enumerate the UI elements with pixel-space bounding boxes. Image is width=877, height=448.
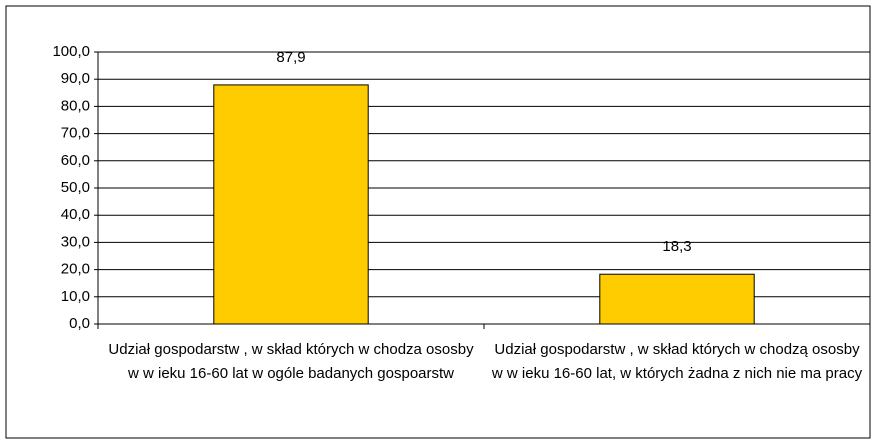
y-tick-label: 40,0 bbox=[61, 206, 90, 223]
chart-border bbox=[5, 5, 871, 439]
x-tick-label: Udział gospodarstw , w skład których w c… bbox=[108, 341, 474, 382]
y-tick-label: 20,0 bbox=[61, 261, 90, 278]
x-tick-label: Udział gospodarstw , w skład których w c… bbox=[491, 341, 863, 382]
y-tick-label: 100,0 bbox=[52, 43, 90, 60]
y-tick-label: 70,0 bbox=[61, 125, 90, 142]
y-tick-label: 10,0 bbox=[61, 288, 90, 305]
y-tick-label: 30,0 bbox=[61, 233, 90, 250]
y-tick-label: 50,0 bbox=[61, 179, 90, 196]
y-tick-label: 60,0 bbox=[61, 152, 90, 169]
y-tick-label: 0,0 bbox=[69, 315, 90, 332]
y-tick-label: 80,0 bbox=[61, 97, 90, 114]
bar bbox=[213, 84, 369, 325]
y-tick-label: 90,0 bbox=[61, 70, 90, 87]
value-label: 18,3 bbox=[662, 238, 691, 255]
bar bbox=[599, 273, 755, 325]
value-label: 87,9 bbox=[276, 49, 305, 66]
